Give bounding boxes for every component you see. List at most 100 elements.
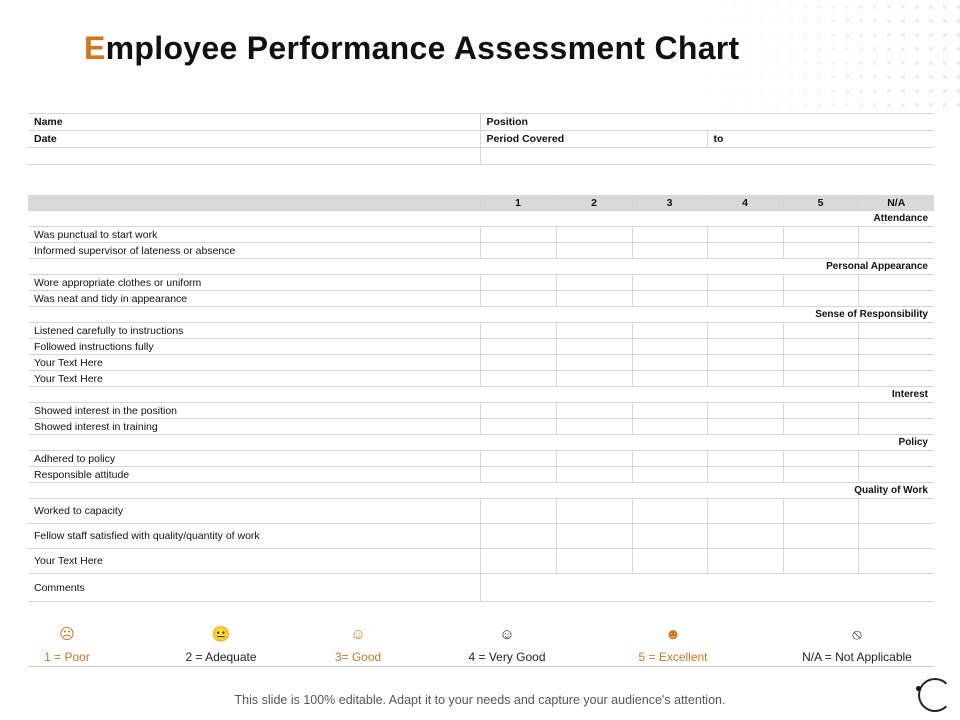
rating-cell[interactable] bbox=[706, 450, 783, 467]
rating-cell[interactable] bbox=[706, 354, 783, 371]
rating-cell[interactable] bbox=[782, 466, 858, 483]
criterion-label: Wore appropriate clothes or uniform bbox=[28, 274, 480, 291]
rating-cell[interactable] bbox=[706, 523, 783, 549]
rating-cell[interactable] bbox=[857, 450, 934, 467]
rating-cell[interactable] bbox=[479, 418, 556, 435]
rating-header: 3 bbox=[631, 195, 707, 211]
rating-cell[interactable] bbox=[857, 466, 934, 483]
rating-cell[interactable] bbox=[706, 226, 783, 243]
rating-cell[interactable] bbox=[782, 402, 858, 419]
rating-cell[interactable] bbox=[479, 370, 556, 387]
rating-cell[interactable] bbox=[631, 226, 707, 243]
rating-cell[interactable] bbox=[782, 242, 858, 259]
rating-cell[interactable] bbox=[631, 498, 707, 524]
rating-cell[interactable] bbox=[555, 523, 632, 549]
rating-cell[interactable] bbox=[857, 498, 934, 524]
rating-cell[interactable] bbox=[857, 354, 934, 371]
rating-cell[interactable] bbox=[479, 498, 556, 524]
rating-cell[interactable] bbox=[555, 338, 632, 355]
rating-cell[interactable] bbox=[706, 466, 783, 483]
rating-cell[interactable] bbox=[857, 370, 934, 387]
rating-cell[interactable] bbox=[857, 274, 934, 291]
rating-cell[interactable] bbox=[857, 338, 934, 355]
section-row: Attendance bbox=[28, 210, 934, 227]
rating-cell[interactable] bbox=[782, 523, 858, 549]
rating-cell[interactable] bbox=[479, 523, 556, 549]
rating-cell[interactable] bbox=[555, 370, 632, 387]
rating-cell[interactable] bbox=[706, 338, 783, 355]
rating-cell[interactable] bbox=[782, 338, 858, 355]
rating-cell[interactable] bbox=[631, 338, 707, 355]
rating-cell[interactable] bbox=[631, 402, 707, 419]
rating-cell[interactable] bbox=[555, 498, 632, 524]
rating-cell[interactable] bbox=[782, 548, 858, 574]
rating-cell[interactable] bbox=[555, 466, 632, 483]
rating-cell[interactable] bbox=[631, 418, 707, 435]
rating-cell[interactable] bbox=[631, 466, 707, 483]
rating-cell[interactable] bbox=[479, 226, 556, 243]
rating-cell[interactable] bbox=[857, 242, 934, 259]
rating-cell[interactable] bbox=[782, 418, 858, 435]
rating-cell[interactable] bbox=[555, 322, 632, 339]
rating-cell[interactable] bbox=[555, 242, 632, 259]
rating-cell[interactable] bbox=[631, 548, 707, 574]
rating-cell[interactable] bbox=[706, 290, 783, 307]
rating-cell[interactable] bbox=[631, 370, 707, 387]
criterion-label: Followed instructions fully bbox=[28, 338, 480, 355]
rating-cell[interactable] bbox=[631, 290, 707, 307]
rating-cell[interactable] bbox=[479, 354, 556, 371]
rating-cell[interactable] bbox=[706, 242, 783, 259]
rating-cell[interactable] bbox=[479, 548, 556, 574]
rating-cell[interactable] bbox=[555, 450, 632, 467]
table-row: Showed interest in training bbox=[28, 418, 934, 435]
rating-cell[interactable] bbox=[857, 418, 934, 435]
rating-cell[interactable] bbox=[857, 402, 934, 419]
rating-cell[interactable] bbox=[857, 290, 934, 307]
rating-cell[interactable] bbox=[631, 242, 707, 259]
rating-cell[interactable] bbox=[479, 466, 556, 483]
rating-cell[interactable] bbox=[479, 290, 556, 307]
rating-cell[interactable] bbox=[706, 418, 783, 435]
rating-cell[interactable] bbox=[479, 402, 556, 419]
rating-cell[interactable] bbox=[857, 226, 934, 243]
rating-cell[interactable] bbox=[857, 548, 934, 574]
comments-field[interactable] bbox=[479, 573, 934, 602]
rating-cell[interactable] bbox=[631, 354, 707, 371]
rating-cell[interactable] bbox=[706, 402, 783, 419]
legend-label: 2 = Adequate bbox=[185, 650, 257, 664]
rating-cell[interactable] bbox=[479, 242, 556, 259]
rating-cell[interactable] bbox=[782, 290, 858, 307]
rating-cell[interactable] bbox=[479, 274, 556, 291]
rating-cell[interactable] bbox=[555, 226, 632, 243]
rating-cell[interactable] bbox=[782, 370, 858, 387]
rating-cell[interactable] bbox=[782, 498, 858, 524]
rating-cell[interactable] bbox=[555, 548, 632, 574]
assessment-table: 1 2 3 4 5 N/A Attendance Was punctual to start … bbox=[28, 195, 934, 602]
rating-cell[interactable] bbox=[782, 354, 858, 371]
rating-cell[interactable] bbox=[782, 450, 858, 467]
rating-cell[interactable] bbox=[631, 322, 707, 339]
rating-cell[interactable] bbox=[555, 418, 632, 435]
rating-cell[interactable] bbox=[555, 290, 632, 307]
legend-item: 😐 2 = Adequate bbox=[151, 626, 291, 664]
rating-cell[interactable] bbox=[706, 274, 783, 291]
rating-cell[interactable] bbox=[555, 274, 632, 291]
rating-cell[interactable] bbox=[706, 498, 783, 524]
rating-cell[interactable] bbox=[782, 322, 858, 339]
rating-cell[interactable] bbox=[706, 370, 783, 387]
rating-cell[interactable] bbox=[631, 274, 707, 291]
rating-cell[interactable] bbox=[631, 450, 707, 467]
rating-cell[interactable] bbox=[782, 274, 858, 291]
rating-cell[interactable] bbox=[479, 322, 556, 339]
rating-cell[interactable] bbox=[555, 402, 632, 419]
rating-cell[interactable] bbox=[857, 523, 934, 549]
rating-cell[interactable] bbox=[479, 338, 556, 355]
rating-cell[interactable] bbox=[706, 548, 783, 574]
rating-cell[interactable] bbox=[555, 354, 632, 371]
rating-cell[interactable] bbox=[857, 322, 934, 339]
rating-cell[interactable] bbox=[782, 226, 858, 243]
rating-cell[interactable] bbox=[706, 322, 783, 339]
rating-cell[interactable] bbox=[479, 450, 556, 467]
rating-cell[interactable] bbox=[631, 523, 707, 549]
frown-face-icon: ☹ bbox=[59, 626, 75, 643]
